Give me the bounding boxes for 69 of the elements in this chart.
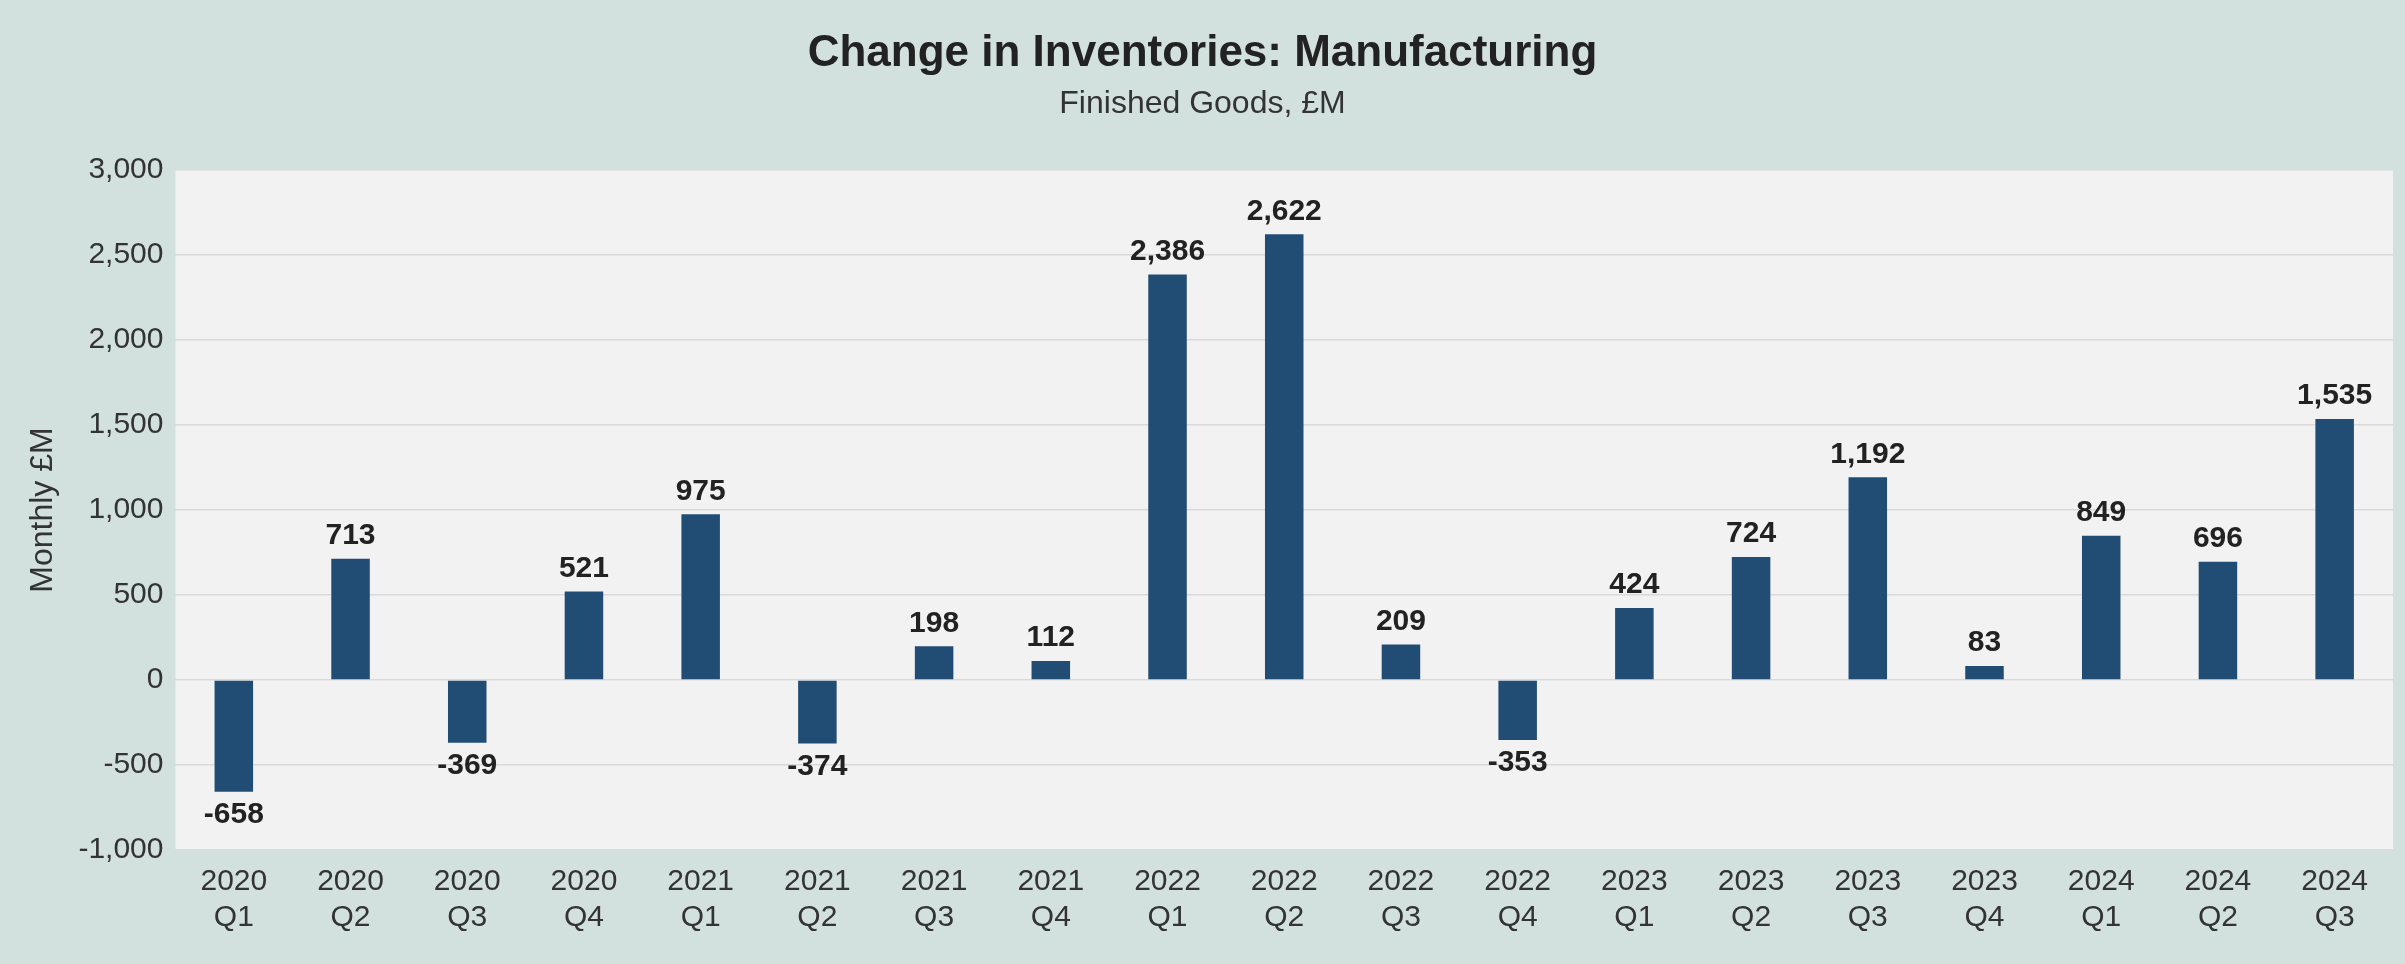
- bar: [1848, 477, 1888, 680]
- data-label: 724: [1726, 515, 1777, 549]
- data-label: 2,622: [1246, 192, 1322, 226]
- bar: [1498, 680, 1537, 741]
- y-axis-title: Monthly £M: [23, 427, 60, 593]
- x-tick-label: 2021 Q2: [784, 863, 851, 933]
- data-label: 198: [909, 604, 960, 638]
- x-tick-label: 2024 Q2: [2184, 863, 2252, 933]
- bar: [1731, 556, 1771, 680]
- x-tick-label: 2022 Q3: [1367, 863, 1435, 933]
- bar: [681, 514, 720, 680]
- data-label: 696: [2192, 519, 2243, 553]
- x-tick-label: 2024 Q1: [2067, 863, 2135, 933]
- data-label: 849: [2076, 493, 2127, 527]
- bar: [1148, 274, 1187, 680]
- x-tick-label: 2022 Q1: [1134, 863, 1201, 933]
- bar: [214, 680, 254, 792]
- x-tick-label: 2023 Q1: [1600, 863, 1668, 933]
- data-label: 424: [1609, 566, 1660, 600]
- data-label: 1,192: [1830, 435, 1906, 469]
- y-tick-label: 2,500: [88, 236, 164, 270]
- y-tick-label: -500: [103, 746, 164, 780]
- data-label: 112: [1026, 619, 1076, 653]
- bar: [1965, 665, 2004, 680]
- x-tick-label: 2021 Q3: [900, 863, 968, 933]
- bar: [2081, 535, 2121, 680]
- y-tick-label: -1,000: [78, 831, 164, 865]
- data-label: 521: [558, 549, 609, 583]
- y-tick-label: 2,000: [88, 321, 164, 355]
- y-tick-label: 3,000: [88, 151, 164, 185]
- data-label: -369: [437, 747, 498, 780]
- x-tick-label: 2023 Q3: [1834, 863, 1902, 933]
- x-tick-label: 2022 Q4: [1484, 863, 1552, 933]
- bar: [914, 646, 954, 680]
- data-label: -374: [787, 747, 848, 781]
- data-label: 1,535: [2297, 377, 2373, 411]
- bar: [1381, 644, 1421, 680]
- data-label: -658: [203, 796, 264, 830]
- y-tick-label: 0: [146, 661, 164, 695]
- bar: [2198, 561, 2238, 680]
- bar: [1031, 660, 1071, 680]
- data-label: 975: [675, 472, 726, 506]
- x-tick-label: 2024 Q3: [2301, 863, 2369, 933]
- y-tick-label: 1,500: [88, 406, 164, 440]
- x-tick-label: 2022 Q2: [1250, 863, 1318, 933]
- x-tick-label: 2020 Q4: [550, 863, 618, 933]
- data-label: -353: [1487, 744, 1548, 778]
- x-tick-label: 2023 Q4: [1951, 863, 2018, 933]
- bar: [1264, 234, 1304, 680]
- bar: [564, 591, 604, 680]
- y-tick-label: 1,000: [88, 491, 164, 525]
- data-label: 2,386: [1129, 232, 1206, 266]
- x-tick-label: 2021 Q4: [1017, 863, 1085, 933]
- chart-title: Change in Inventories: Manufacturing: [806, 26, 1599, 76]
- y-tick-label: 500: [113, 576, 164, 610]
- bar: [2315, 419, 2354, 680]
- bar: [1615, 607, 1654, 680]
- x-tick-label: 2023 Q2: [1717, 863, 1785, 933]
- x-tick-label: 2021 Q1: [667, 863, 735, 933]
- data-label: 209: [1375, 602, 1426, 636]
- data-label: 83: [1967, 624, 2002, 658]
- x-tick-label: 2020 Q1: [200, 863, 268, 933]
- bar: [798, 680, 837, 744]
- x-tick-label: 2020 Q3: [433, 863, 501, 933]
- chart-subtitle: Finished Goods, £M: [1058, 84, 1347, 121]
- bar: [447, 680, 487, 743]
- data-label: 713: [325, 517, 376, 551]
- bar: [331, 558, 370, 680]
- x-tick-label: 2020 Q2: [317, 863, 384, 933]
